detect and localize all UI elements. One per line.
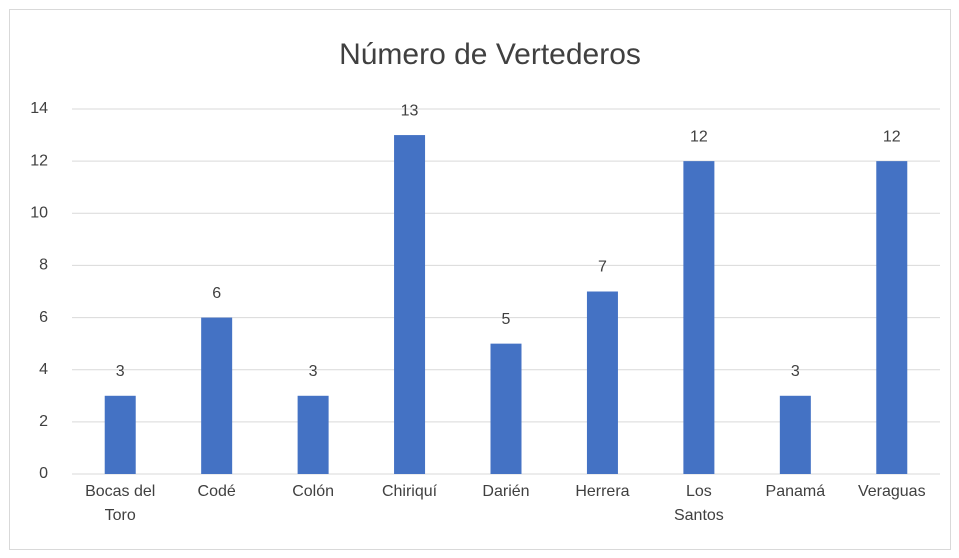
bar <box>490 343 522 474</box>
data-label: 3 <box>791 363 800 380</box>
x-tick-label: Veraguas <box>857 483 926 500</box>
x-tick-label: Chiriquí <box>381 483 438 500</box>
data-label: 3 <box>116 363 125 380</box>
bar <box>297 395 329 474</box>
data-label: 13 <box>401 102 419 119</box>
chart-title: Número de Vertederos <box>339 38 641 71</box>
data-label: 5 <box>502 311 511 328</box>
bar <box>394 135 426 475</box>
x-tick-label: Codé <box>197 483 236 500</box>
y-tick-label: 12 <box>30 152 48 169</box>
x-tick-label: Colón <box>292 483 335 500</box>
y-tick-label: 8 <box>39 257 48 274</box>
bar <box>201 317 233 474</box>
y-tick-label: 4 <box>39 361 48 378</box>
bar <box>683 161 715 474</box>
data-label: 12 <box>690 128 708 145</box>
bar <box>104 395 136 474</box>
y-tick-label: 2 <box>39 413 48 430</box>
y-tick-label: 14 <box>30 100 48 117</box>
y-tick-label: 10 <box>30 205 48 222</box>
y-tick-label: 6 <box>39 309 48 326</box>
x-tick-label: Darién <box>482 483 530 500</box>
x-tick-label: Herrera <box>575 483 630 500</box>
data-label: 12 <box>883 128 901 145</box>
x-tick-label: Panamá <box>765 483 826 500</box>
y-tick-label: 0 <box>39 465 48 482</box>
bar <box>779 395 811 474</box>
x-tick-label: Bocas del Toro <box>85 483 156 524</box>
data-label: 3 <box>309 363 318 380</box>
data-label: 7 <box>598 259 607 276</box>
bar <box>876 161 908 474</box>
x-tick-label: Los Santos <box>673 483 724 524</box>
bar <box>586 291 618 474</box>
data-label: 6 <box>212 285 221 302</box>
